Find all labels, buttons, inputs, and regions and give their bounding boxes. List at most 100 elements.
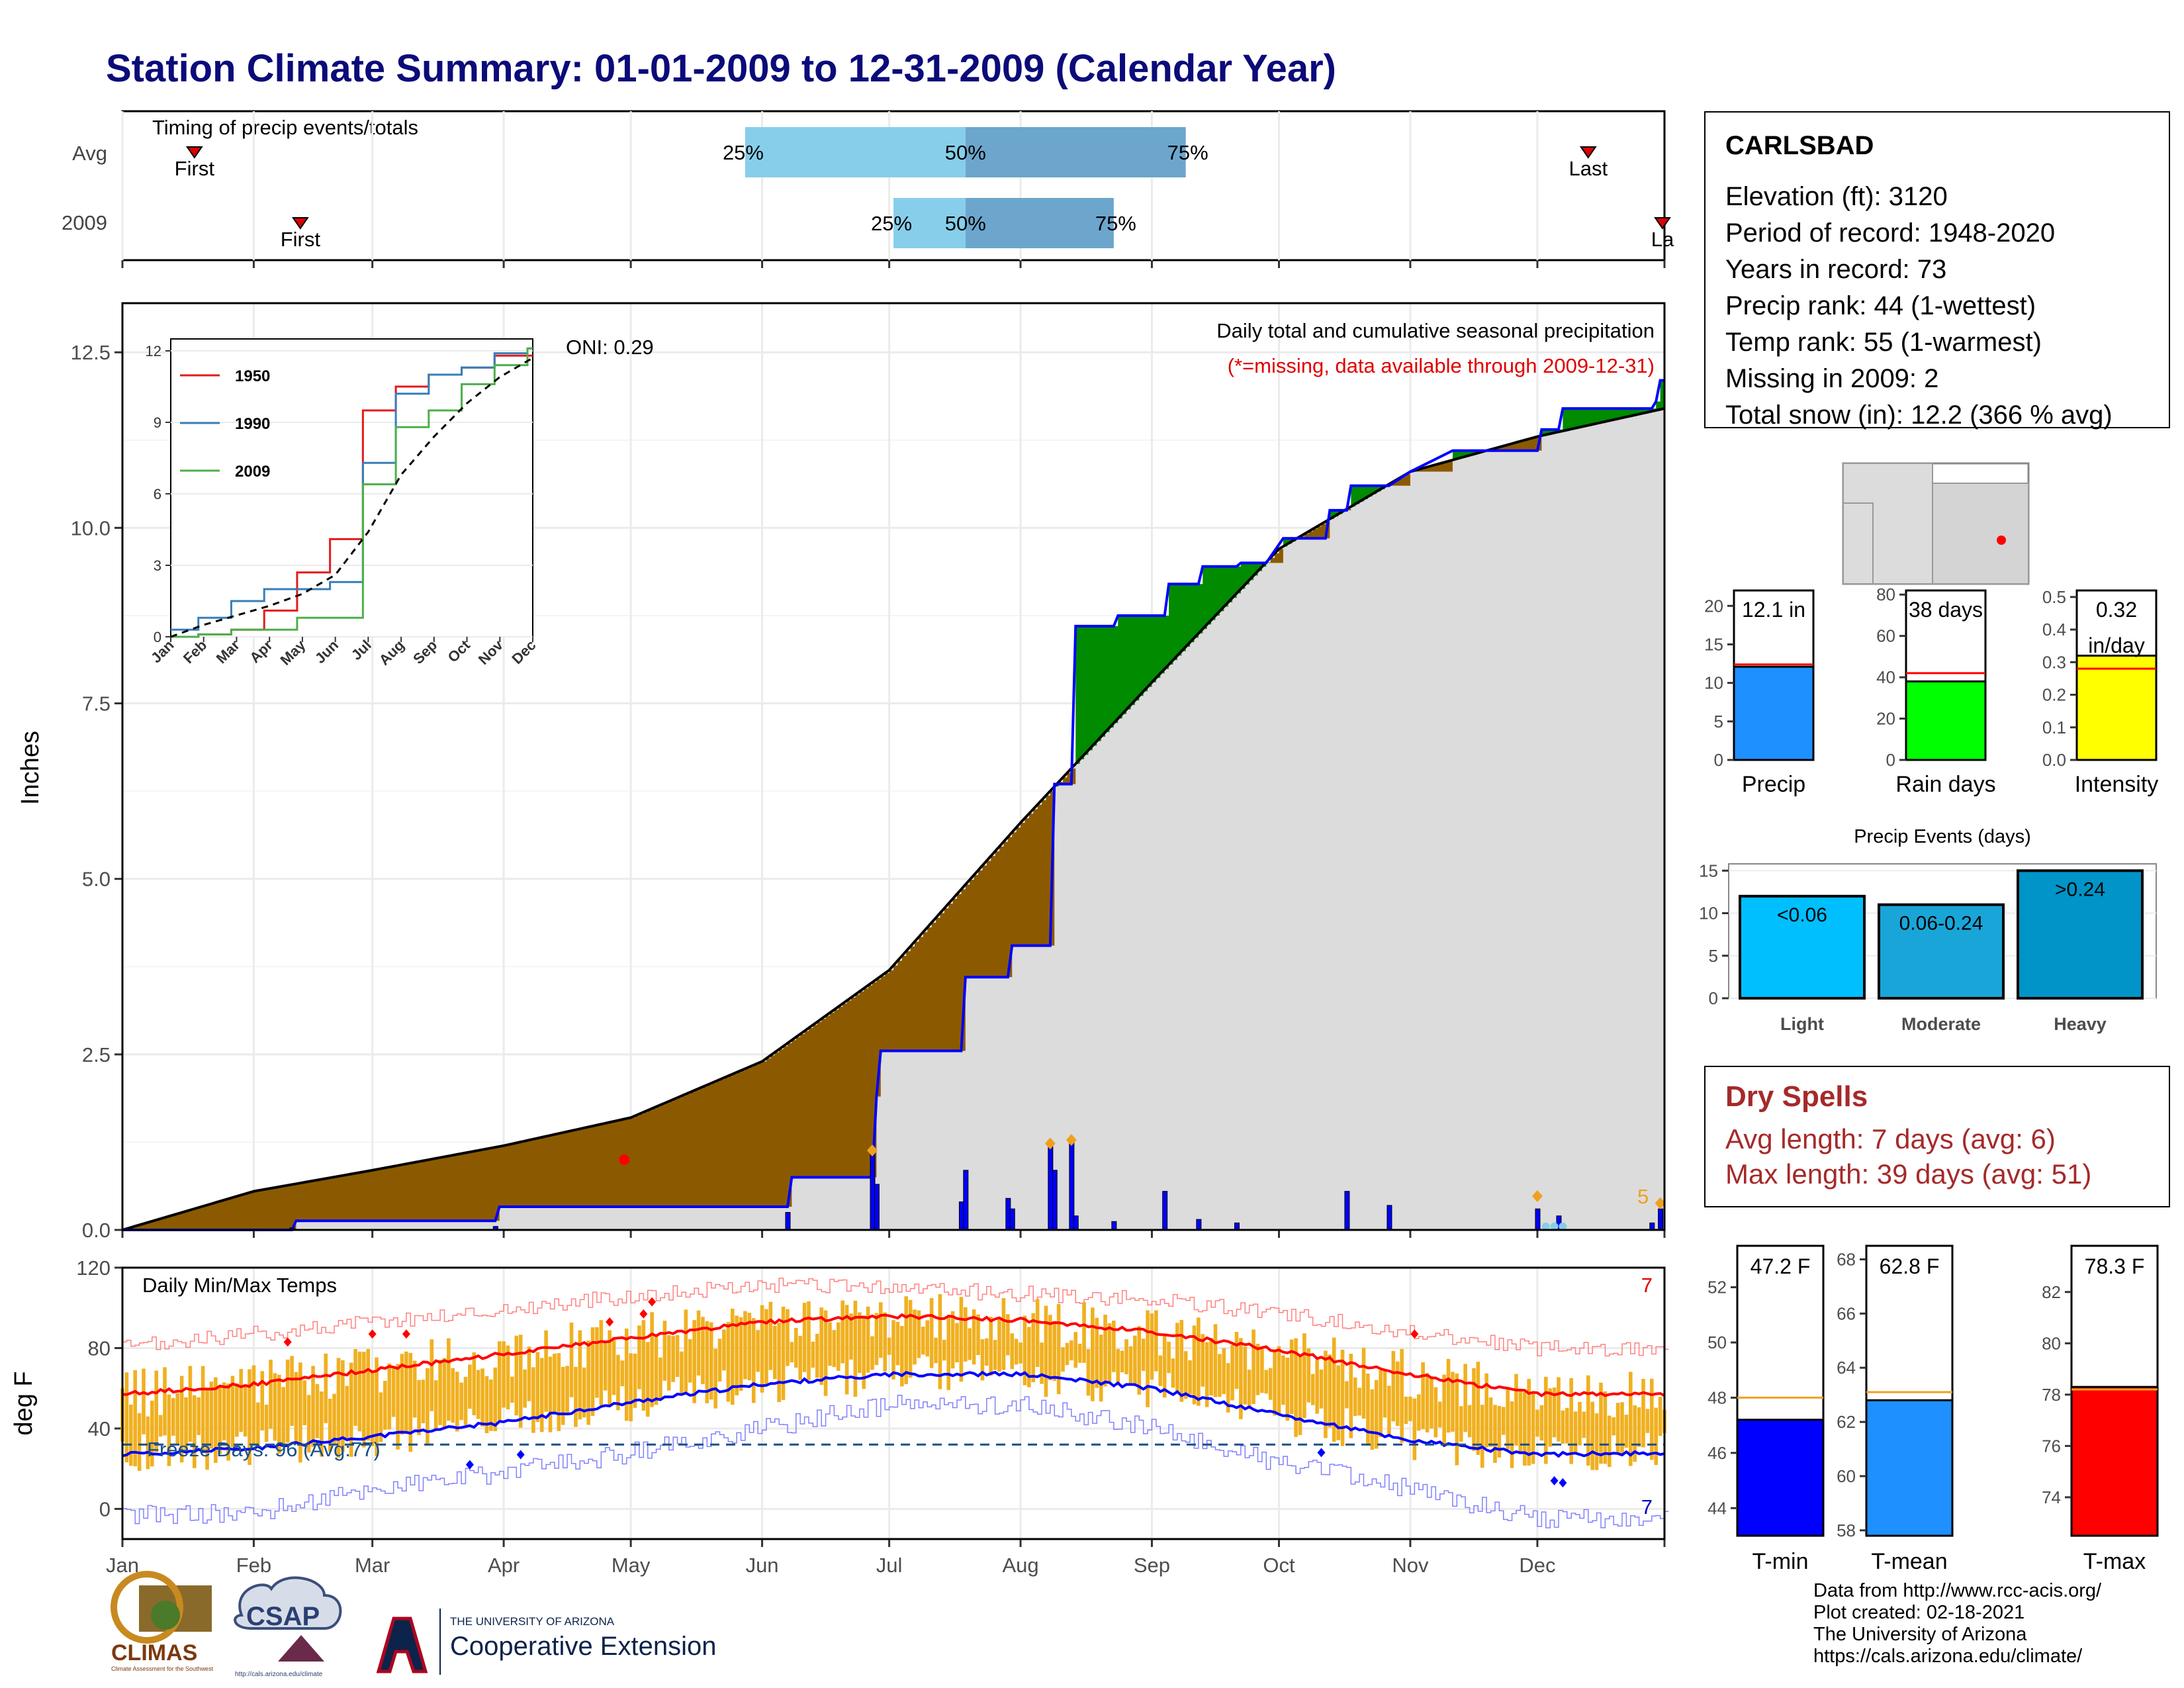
timing-bar-25-50 xyxy=(745,127,966,177)
inset-series-1990 xyxy=(171,347,533,631)
daily-precip-bar xyxy=(1234,1222,1240,1231)
daily-precip-bar xyxy=(1535,1208,1541,1231)
temp-bar-value-label: 47.2 F xyxy=(1751,1254,1811,1278)
precip-panel-frame xyxy=(121,302,1666,1231)
precip-ytick-label: 10.0 xyxy=(71,516,111,539)
events-bar-label: 0.06-0.24 xyxy=(1899,913,1983,935)
precip-panel-title: Daily total and cumulative seasonal prec… xyxy=(1216,319,1655,342)
month-label: Jun xyxy=(746,1554,779,1577)
temp-bar-category-label: T-mean xyxy=(1871,1549,1947,1574)
inset-legend-label: 2009 xyxy=(235,463,270,481)
inset-ytick-label: 0 xyxy=(154,629,161,645)
heavy-precip-marker xyxy=(1044,1137,1056,1150)
snow-marker xyxy=(1541,1222,1550,1231)
temp-bar-chart-0: 44 46 48 50 52 47.2 F T-min xyxy=(1707,1244,1825,1574)
daily-precip-bar xyxy=(1658,1208,1664,1231)
timing-last-label: Last xyxy=(1569,157,1608,180)
daily-precip-bar xyxy=(1073,1215,1079,1231)
temp-panel-frame xyxy=(121,1266,1666,1540)
temp-bar xyxy=(2070,1385,2159,1537)
mini-chart-bar xyxy=(1733,665,1815,761)
ua-top-text: THE UNIVERSITY OF ARIZONA xyxy=(450,1615,615,1628)
record-high-marker xyxy=(368,1329,377,1339)
mini-chart-1: 0 20 40 60 80 38 days Rain days xyxy=(1876,585,1996,797)
mini-chart-0: 0 5 10 15 20 12.1 in Precip xyxy=(1704,589,1815,797)
events-category-label: Moderate xyxy=(1901,1014,1981,1034)
daily-precip-bar xyxy=(1111,1221,1117,1231)
temp-bar-ytick-label: 58 xyxy=(1837,1521,1856,1540)
temp-bar-category-label: T-max xyxy=(2083,1549,2146,1574)
csap-logo-text: CSAP xyxy=(246,1602,320,1631)
month-label: Feb xyxy=(236,1554,271,1577)
temp-bar-ytick-label: 80 xyxy=(2042,1333,2061,1353)
precip-panel: 0.0 2.5 5.0 7.5 10.0 12.5 Inches Daily total … xyxy=(17,302,1666,1242)
precip-ytick-label: 2.5 xyxy=(82,1043,111,1066)
csap-logo-url: http://cals.arizona.edu/climate xyxy=(235,1671,323,1678)
temp-bar-ytick-label: 44 xyxy=(1707,1498,1727,1518)
mini-chart-ytick-label: 0.4 xyxy=(2042,620,2066,639)
csap-cloud-icon xyxy=(234,1576,342,1630)
snow-marker xyxy=(1550,1222,1559,1231)
station-detail-line: Missing in 2009: 2 xyxy=(1725,364,1939,393)
inset-ytick-label: 9 xyxy=(154,414,161,431)
timing-label-25: 25% xyxy=(871,212,912,235)
page-title: Station Climate Summary: 01-01-2009 to 1… xyxy=(106,47,1336,90)
inset-series-2009 xyxy=(171,347,533,638)
ua-logo: THE UNIVERSITY OF ARIZONA Cooperative Ex… xyxy=(376,1609,716,1675)
mini-chart-ytick-label: 0.0 xyxy=(2042,750,2066,770)
mini-chart-ytick-label: 60 xyxy=(1876,626,1895,646)
temp-bar-ytick-label: 68 xyxy=(1837,1249,1856,1269)
map-arizona-shape xyxy=(1843,463,1933,585)
month-label: Jul xyxy=(876,1554,903,1577)
climas-logo-sun xyxy=(111,1571,183,1644)
station-info-box: CARLSBAD Elevation (ft): 3120 Period of … xyxy=(1704,111,2170,430)
inset-ytick-label: 3 xyxy=(154,557,161,574)
avg-min-line xyxy=(122,1370,1665,1458)
temp-ytick-label: 80 xyxy=(88,1336,111,1360)
record-low-marker xyxy=(465,1460,474,1470)
mini-chart-value-label2: in/day xyxy=(2088,633,2144,657)
events-category-label: Heavy xyxy=(2054,1014,2107,1034)
mini-chart-ytick-label: 0 xyxy=(1886,750,1895,770)
temp-panel: 0 40 80 120 Jan Feb Mar Apr May Jun Jul Aug Sep Oct N… xyxy=(10,1256,1669,1577)
temp-bar-ytick-label: 60 xyxy=(1837,1466,1856,1486)
inset-ytick-label: 6 xyxy=(154,486,161,502)
station-detail-line: Years in record: 73 xyxy=(1725,255,1947,284)
timing-last-label: La xyxy=(1651,228,1674,251)
events-bar-label: >0.24 xyxy=(2055,878,2105,900)
precip-base-area xyxy=(122,408,1664,1231)
daily-precip-bar xyxy=(1196,1219,1202,1231)
station-detail-line: Temp rank: 55 (1-warmest) xyxy=(1725,328,2042,357)
heavy-precip-marker xyxy=(1066,1134,1077,1147)
mini-chart-2: 0.0 0.1 0.2 0.3 0.4 0.5 0.32 in/day Intensity xyxy=(2042,587,2158,797)
map-border-line xyxy=(1843,502,1874,584)
month-label: Aug xyxy=(1002,1554,1038,1577)
hot-days-count: 7 xyxy=(1641,1274,1653,1297)
timing-panel-title: Timing of precip events/totals xyxy=(152,116,418,139)
freeze-days-note: Freeze Days: 96 (Avg:77) xyxy=(147,1438,381,1461)
footer-line: The University of Arizona xyxy=(1813,1624,2027,1645)
csap-mountain-icon xyxy=(278,1635,324,1662)
timing-first-label: First xyxy=(281,228,321,251)
timing-label-25: 25% xyxy=(723,141,764,164)
station-detail-line: Elevation (ft): 3120 xyxy=(1725,182,1948,211)
temp-ytick-label: 40 xyxy=(88,1417,111,1440)
daily-precip-bar xyxy=(874,1184,880,1231)
inset-ytick-label: 12 xyxy=(146,343,161,359)
mini-chart-ytick-label: 0 xyxy=(1714,750,1723,770)
record-high-marker xyxy=(606,1317,614,1327)
events-ytick-label: 5 xyxy=(1709,946,1718,966)
temp-bar-ytick-label: 82 xyxy=(2042,1282,2061,1302)
station-location-marker xyxy=(1997,536,2006,545)
footer-line: Plot created: 02-18-2021 xyxy=(1813,1602,2025,1623)
state-map xyxy=(1842,462,2030,585)
station-detail-line: Precip rank: 44 (1-wettest) xyxy=(1725,291,2036,320)
temp-bar xyxy=(1736,1419,1825,1537)
month-label: Mar xyxy=(355,1554,390,1577)
station-details: Elevation (ft): 3120 Period of record: 1… xyxy=(1725,179,2113,434)
timing-row-label-avg: Avg xyxy=(72,142,107,165)
temp-bar-value-label: 78.3 F xyxy=(2085,1254,2145,1278)
daily-precip-bar xyxy=(1649,1222,1655,1231)
daily-precip-bar xyxy=(1344,1191,1350,1231)
daily-precip-bar xyxy=(1052,1170,1058,1231)
